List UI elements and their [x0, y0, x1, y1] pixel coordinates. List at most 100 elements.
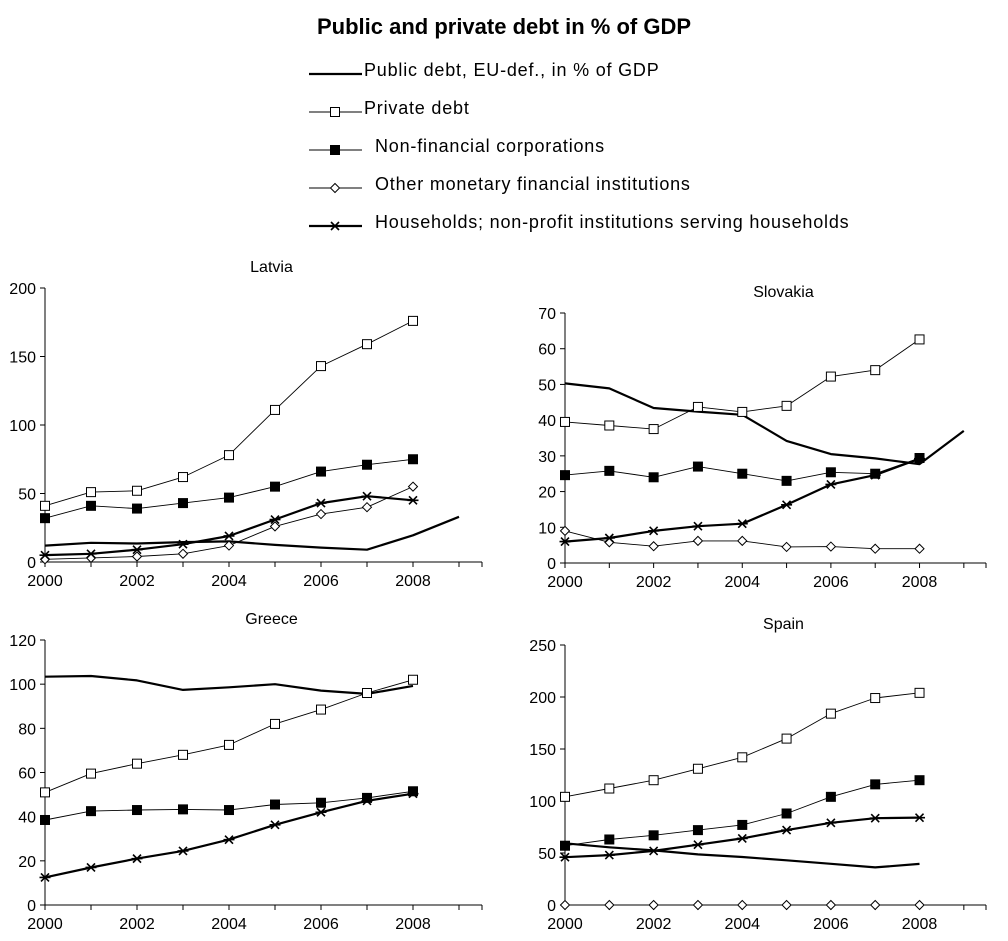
latvia-point-private [132, 485, 142, 496]
slovakia-point-hh [692, 521, 704, 531]
legend-label-private: Private debt [364, 98, 470, 118]
greece-point-private [362, 688, 372, 698]
spain-point-private [781, 733, 792, 744]
spain-point-hh [603, 850, 615, 860]
latvia-point-omfi [269, 521, 281, 532]
spain-point-omfi [604, 899, 615, 911]
latvia-y-tick-label: 100 [9, 418, 36, 435]
greece-point-nfc [408, 786, 418, 797]
spain-point-private [648, 775, 659, 786]
spain-point-nfc [692, 825, 703, 836]
latvia-point-private [224, 450, 234, 461]
slovakia-point-omfi [914, 543, 925, 554]
spain-series-omfi [559, 899, 925, 911]
greece-point-private [178, 749, 188, 760]
spain-point-private [870, 693, 881, 704]
slovakia-point-omfi [737, 535, 748, 547]
slovakia-panel-title: Slovakia [753, 284, 814, 301]
legend-marker-hh [309, 221, 362, 231]
slovakia-point-nfc [737, 468, 748, 479]
greece-line-private [44, 679, 414, 793]
greece-point-private [86, 768, 96, 779]
chart-panel-greece: Greece 0 20 40 60 80 100 120 2000 2002 2004 2006 200… [0, 606, 504, 941]
greece-point-hh [39, 872, 51, 882]
chart-panel-spain: Spain 0 50 100 150 200 250 2000 2002 2004 2006 2008 [504, 606, 1008, 941]
legend-label-hh: Households; non-profit institutions serv… [375, 212, 850, 232]
slovakia-point-omfi [781, 541, 792, 553]
spain-point-nfc [648, 830, 659, 841]
latvia-point-hh [269, 514, 281, 525]
spain-series-private [560, 687, 925, 802]
legend-item-omfi: Other monetary financial institutions [306, 172, 1006, 210]
slovakia-point-private [781, 400, 792, 411]
legend-label-nfc: Non-financial corporations [375, 136, 605, 156]
spain-y-tick-label: 50 [538, 846, 556, 863]
latvia-line-private [44, 320, 414, 507]
spain-y-tick-label: 250 [529, 638, 556, 655]
latvia-series-nfc [40, 454, 418, 524]
greece-point-nfc [316, 797, 326, 808]
greece-point-nfc [270, 799, 280, 810]
spain-x-tick-label: 2008 [902, 916, 938, 933]
legend-label-public: Public debt, EU-def., in % of GDP [364, 60, 660, 80]
greece-point-private [408, 674, 418, 685]
slovakia-point-hh [736, 519, 748, 529]
spain-point-omfi [870, 899, 881, 911]
slovakia-point-hh [603, 533, 615, 543]
spain-y-tick-label: 100 [529, 794, 556, 811]
slovakia-point-private [737, 406, 748, 417]
greece-x-tick-label: 2004 [211, 916, 247, 933]
spain-line-private [564, 692, 920, 798]
slovakia-point-private [870, 365, 881, 376]
latvia-point-hh [315, 498, 327, 508]
spain-point-private [604, 783, 615, 794]
chart-svg-latvia: Latvia 0 50 100 150 200 2000 2002 2004 2006 2008 [9, 259, 483, 590]
latvia-series-private [40, 315, 418, 511]
legend-marker-private [309, 107, 362, 117]
greece-point-nfc [362, 792, 372, 803]
latvia-x-tick-label: 2002 [119, 573, 155, 590]
greece-point-nfc [40, 814, 50, 825]
latvia-point-private [40, 500, 50, 511]
latvia-point-private [178, 472, 188, 483]
slovakia-point-private [914, 334, 925, 345]
slovakia-point-private [825, 371, 836, 382]
legend-marker-public [309, 72, 362, 76]
greece-point-private [224, 739, 234, 750]
spain-x-tick-label: 2004 [724, 916, 760, 933]
greece-point-hh [223, 835, 235, 845]
legend-item-nfc: Non-financial corporations [306, 134, 1006, 172]
chart-main-title: Public and private debt in % of GDP [316, 14, 692, 39]
spain-point-nfc [825, 791, 836, 802]
latvia-point-hh [361, 491, 373, 501]
latvia-panel-title: Latvia [250, 259, 293, 276]
latvia-y-tick-label: 200 [9, 281, 36, 298]
latvia-point-hh [85, 549, 97, 559]
greece-point-hh [361, 796, 373, 806]
spain-series-nfc [560, 775, 925, 851]
spain-point-nfc [737, 819, 748, 830]
greece-point-nfc [224, 805, 234, 816]
legend-item-private: Private debt [306, 96, 1006, 134]
slovakia-x-tick-label: 2000 [547, 574, 583, 591]
latvia-point-omfi [407, 481, 419, 492]
greece-y-tick-label: 100 [9, 677, 36, 694]
spain-point-hh [869, 813, 881, 823]
slovakia-point-omfi [870, 543, 881, 554]
spain-point-private [914, 687, 925, 698]
spain-y-tick-label: 150 [529, 742, 556, 759]
legend-symbol-omfi [329, 182, 341, 194]
greece-point-nfc [178, 804, 188, 815]
legend-item-public: Public debt, EU-def., in % of GDP [306, 58, 1006, 96]
slovakia-y-tick-label: 40 [538, 413, 556, 430]
latvia-series-public [44, 515, 460, 551]
greece-x-tick-label: 2002 [119, 916, 155, 933]
greece-y-tick-label: 40 [18, 810, 36, 827]
slovakia-series-private [560, 334, 925, 435]
greece-line-public [44, 674, 414, 696]
slovakia-point-hh [914, 454, 926, 464]
legend-marker-nfc [309, 145, 362, 155]
greece-point-hh [407, 789, 419, 799]
spain-point-hh [648, 846, 660, 856]
spain-point-hh [559, 852, 571, 862]
